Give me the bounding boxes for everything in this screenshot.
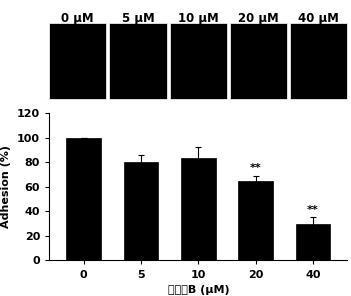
Bar [66,138,101,260]
Text: 5 μM: 5 μM [122,12,154,25]
Text: 0 μM: 0 μM [61,12,94,25]
X-axis label: 青蒿素B (μM): 青蒿素B (μM) [167,285,229,295]
Text: **: ** [250,163,261,173]
Bar [296,223,330,260]
Text: 40 μM: 40 μM [298,12,339,25]
Bar [49,23,106,99]
Y-axis label: Adhesion (%): Adhesion (%) [1,145,12,228]
Text: 10 μM: 10 μM [178,12,219,25]
Bar [124,162,158,260]
Bar [230,23,287,99]
Text: **: ** [307,205,319,215]
Bar [181,158,216,260]
Bar [170,23,227,99]
Bar [110,23,167,99]
Bar [238,181,273,260]
Text: 20 μM: 20 μM [238,12,279,25]
Bar [290,23,347,99]
